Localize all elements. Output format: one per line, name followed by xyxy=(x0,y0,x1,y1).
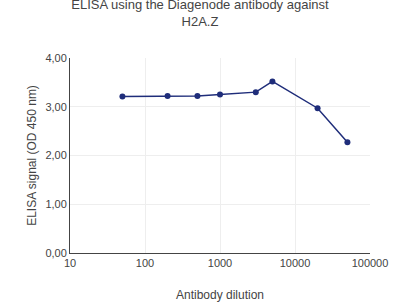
svg-text:3,00: 3,00 xyxy=(45,101,66,113)
svg-text:1,00: 1,00 xyxy=(45,198,66,210)
svg-text:100000: 100000 xyxy=(352,257,389,269)
svg-text:4,00: 4,00 xyxy=(45,52,66,64)
svg-text:10: 10 xyxy=(64,257,76,269)
svg-text:10000: 10000 xyxy=(280,257,311,269)
svg-text:1000: 1000 xyxy=(208,257,232,269)
svg-text:Antibody dilution: Antibody dilution xyxy=(176,288,264,302)
svg-text:0,00: 0,00 xyxy=(45,247,66,259)
svg-text:100: 100 xyxy=(136,257,154,269)
svg-text:ELISA using the Diagenode anti: ELISA using the Diagenode antibody again… xyxy=(71,0,329,29)
svg-text:ELISA signal (OD 450 nm): ELISA signal (OD 450 nm) xyxy=(25,85,39,226)
svg-text:2,00: 2,00 xyxy=(45,149,66,161)
